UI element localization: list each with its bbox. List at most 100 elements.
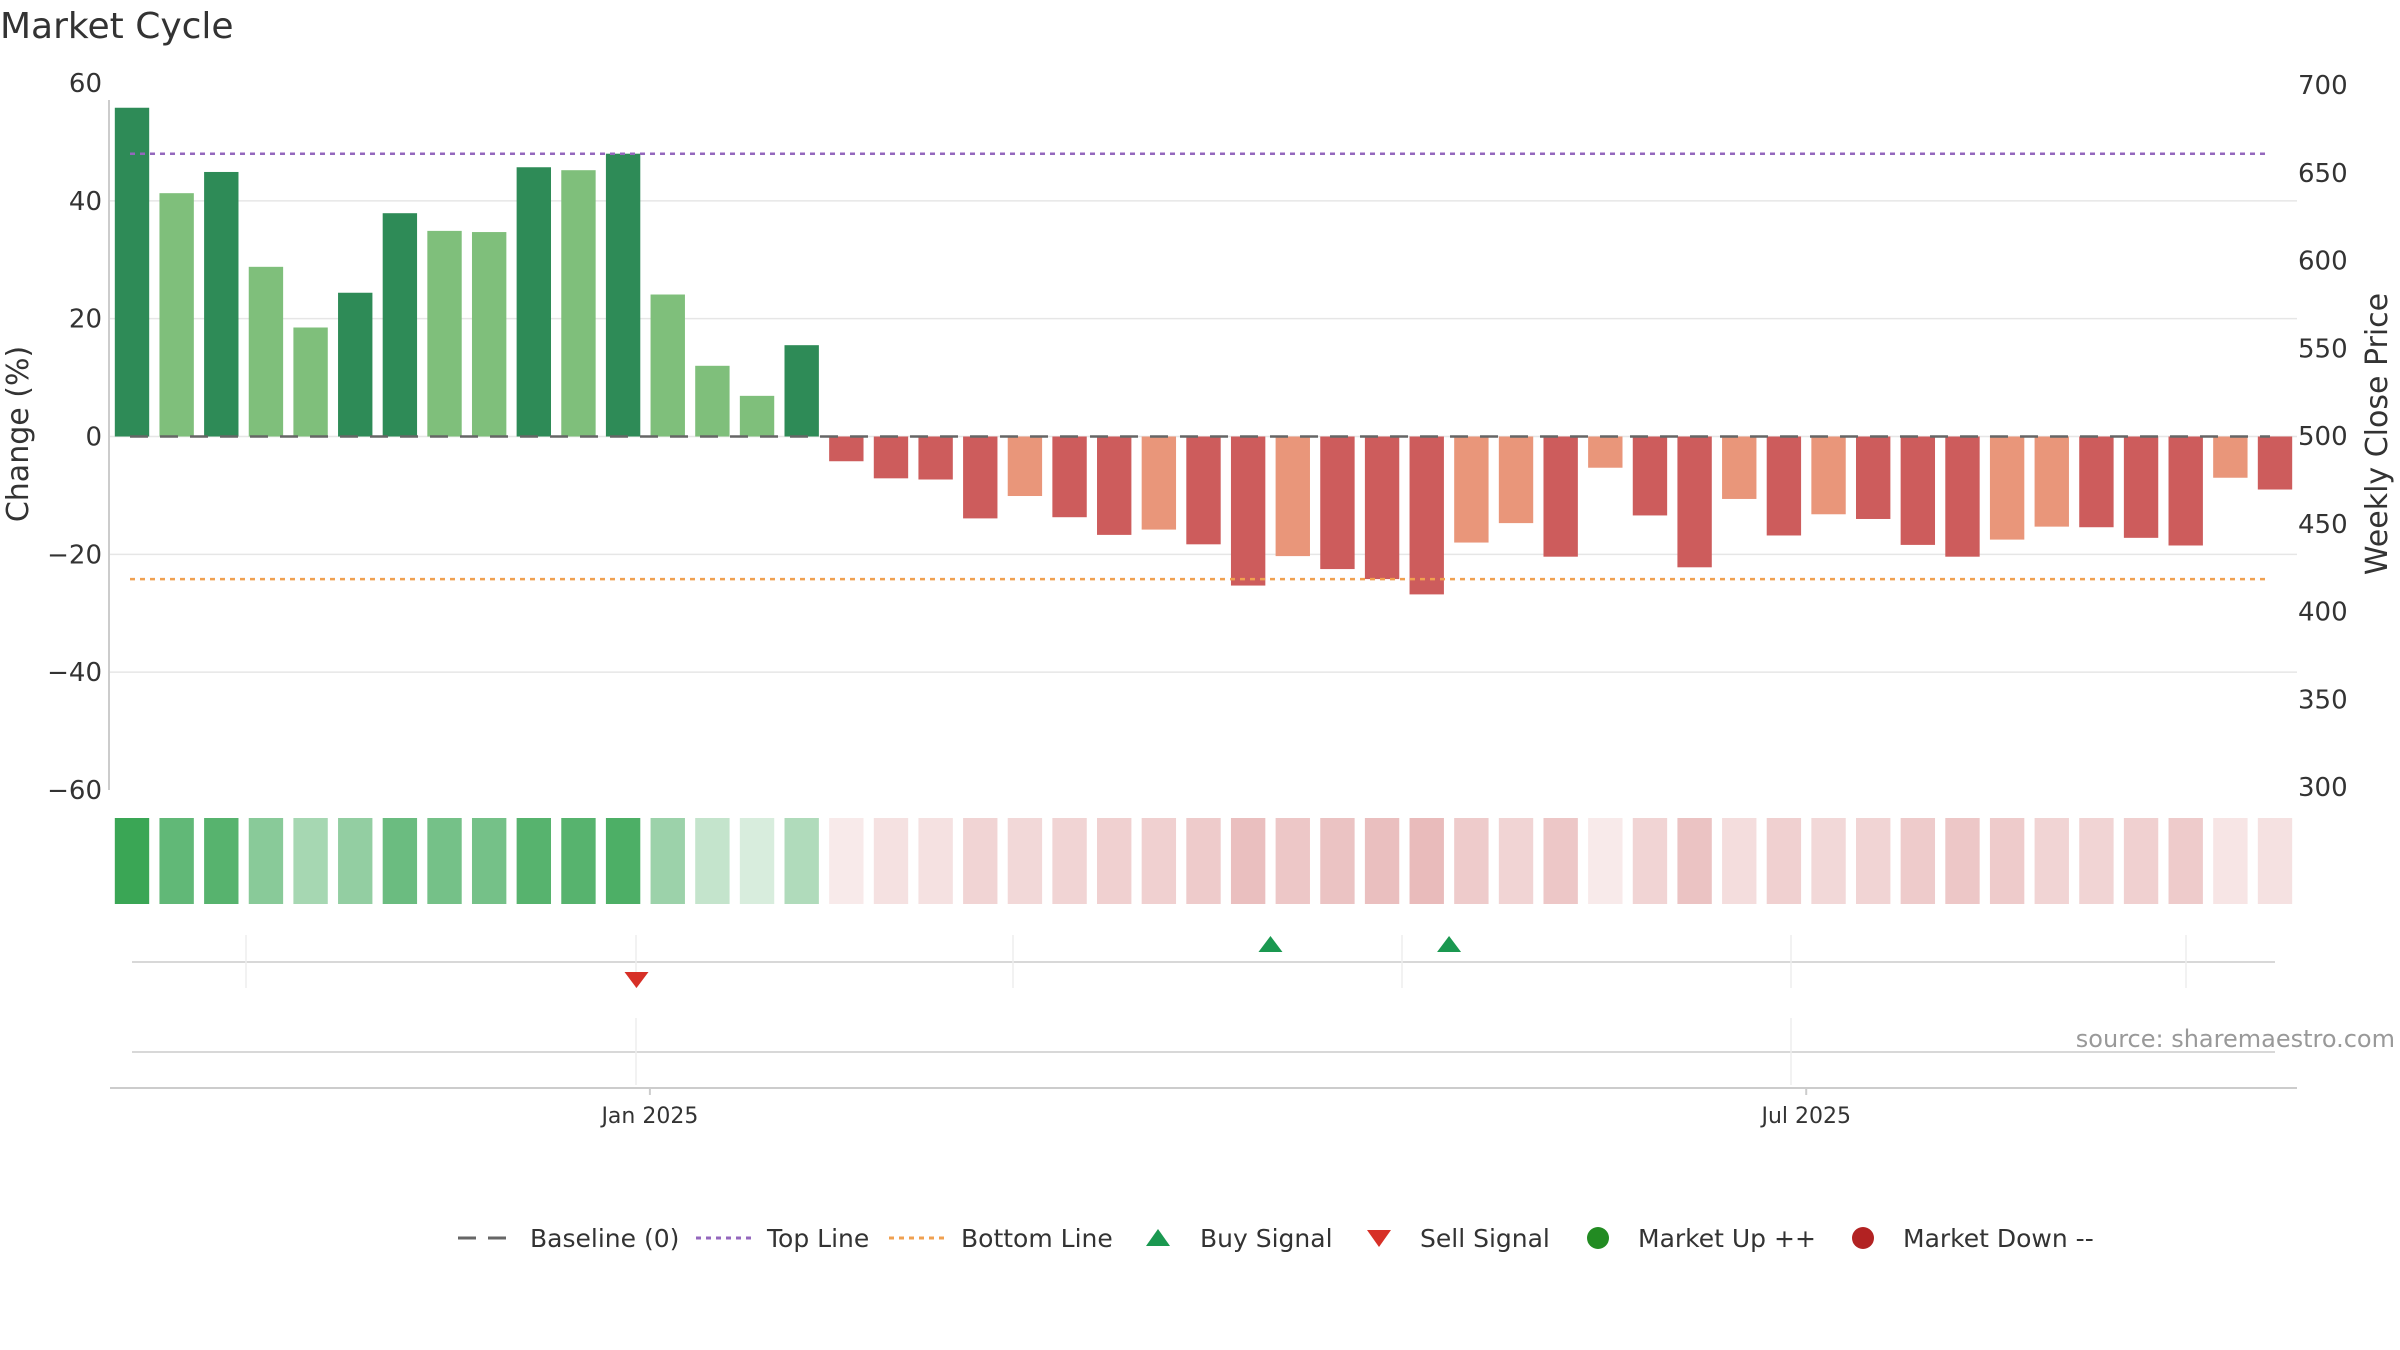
bar	[2079, 436, 2114, 528]
bar	[2034, 436, 2069, 527]
bar	[739, 395, 775, 437]
y2-tick-label: 550	[2298, 334, 2348, 364]
heat-cell	[2034, 818, 2069, 904]
circle-icon	[1587, 1227, 1609, 1249]
bar	[114, 107, 150, 437]
bar	[1989, 436, 2025, 540]
heat-cell	[1052, 818, 1087, 904]
heat-cell	[1454, 818, 1489, 904]
y-tick-label: 20	[69, 305, 102, 335]
y2-tick-label: 450	[2298, 510, 2348, 540]
bar	[516, 167, 552, 437]
heat-cell	[873, 818, 909, 904]
bar	[1409, 436, 1444, 595]
bar	[1543, 436, 1578, 557]
heat-cell	[1364, 818, 1400, 904]
y2-tick-label: 500	[2298, 422, 2348, 452]
bar	[1141, 436, 1177, 530]
heat-cell	[1498, 818, 1534, 904]
bar	[1007, 436, 1043, 497]
triangle-down-icon	[1367, 1230, 1391, 1247]
y-tick-label: 40	[69, 187, 102, 217]
heat-cell	[695, 818, 730, 904]
heat-cell	[561, 818, 596, 904]
bar	[204, 171, 239, 437]
bar	[918, 436, 953, 480]
bar	[2257, 436, 2293, 490]
circle-icon	[1852, 1227, 1874, 1249]
bar	[1320, 436, 1355, 570]
heat-cell	[1275, 818, 1310, 904]
bar	[2213, 436, 2248, 478]
legend: Baseline (0) Top Line Bottom Line Buy Signa…	[458, 1224, 2094, 1253]
axes: 60 40 20 0 −20 −40 −60 700 650 600 550 500 450 400 350…	[47, 69, 2348, 806]
heat-cell	[1989, 818, 2025, 904]
reference-lines	[130, 152, 2270, 581]
heat-cell	[963, 818, 998, 904]
heat-cell	[605, 818, 641, 904]
bar	[1454, 436, 1489, 543]
x-tick-label: Jul 2025	[1759, 1104, 1851, 1129]
bar	[873, 436, 909, 479]
bar	[471, 232, 507, 437]
y2-tick-label: 700	[2298, 71, 2348, 101]
bar	[2168, 436, 2203, 546]
buy-signal-marker	[1437, 936, 1462, 952]
bar	[1052, 436, 1087, 518]
heat-cell	[382, 818, 418, 904]
bar	[1498, 436, 1534, 524]
heat-cell	[427, 818, 462, 904]
x-axis: Jan 2025 Jul 2025	[110, 1087, 2297, 1129]
heat-cell	[1900, 818, 1936, 904]
y-tick-label: −20	[47, 540, 102, 570]
heat-cell	[1855, 818, 1891, 904]
bar	[1900, 436, 1936, 545]
x-tick-label: Jan 2025	[599, 1104, 698, 1129]
bar	[1677, 436, 1712, 568]
bar	[2123, 436, 2159, 538]
heat-cell	[114, 818, 150, 904]
heat-cell	[338, 818, 373, 904]
sell-signal-marker	[624, 972, 649, 988]
legend-label: Baseline (0)	[530, 1224, 679, 1253]
bar	[695, 365, 730, 437]
bar	[829, 436, 864, 462]
heat-cell	[1677, 818, 1712, 904]
heat-cell	[1811, 818, 1846, 904]
y2-tick-label: 400	[2298, 598, 2348, 628]
heat-cell	[2123, 818, 2159, 904]
bar	[1588, 436, 1623, 468]
bar	[1097, 436, 1132, 535]
heat-cell	[1945, 818, 1980, 904]
heat-cell	[1588, 818, 1623, 904]
bar	[1364, 436, 1400, 580]
bar	[784, 345, 819, 437]
y2-tick-label: 600	[2298, 247, 2348, 277]
heat-cell	[2213, 818, 2248, 904]
signal-panel	[132, 935, 2275, 1085]
heat-cell	[1409, 818, 1444, 904]
bar	[963, 436, 998, 519]
heat-cell	[2257, 818, 2293, 904]
heat-cell	[918, 818, 953, 904]
bar	[650, 294, 685, 437]
legend-label: Market Down --	[1903, 1224, 2094, 1253]
heat-cell	[204, 818, 239, 904]
bar	[1945, 436, 1980, 557]
heat-cell	[1722, 818, 1757, 904]
bar	[293, 327, 328, 437]
heat-cell	[516, 818, 552, 904]
heat-cell	[829, 818, 864, 904]
bar	[605, 153, 641, 437]
heat-cell	[293, 818, 328, 904]
heat-cell	[650, 818, 685, 904]
y2-tick-label: 350	[2298, 685, 2348, 715]
heat-cell	[1230, 818, 1266, 904]
bar	[1230, 436, 1266, 586]
source-credit: source: sharemaestro.com	[2076, 1025, 2395, 1053]
heat-cell	[1632, 818, 1668, 904]
heat-cell	[248, 818, 284, 904]
y-tick-label: −60	[47, 776, 102, 806]
bars	[114, 107, 2293, 595]
